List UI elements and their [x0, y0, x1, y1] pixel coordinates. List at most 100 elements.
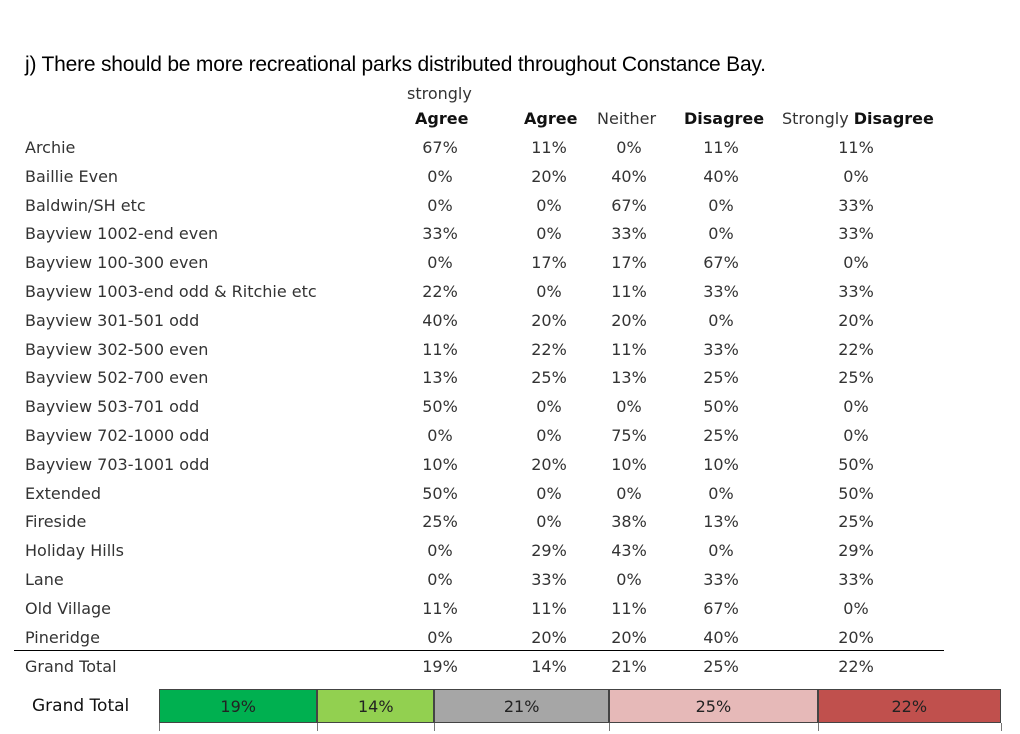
table-row-11-value-4: 25%: [703, 426, 739, 445]
table-row-1-label: Archie: [25, 138, 76, 157]
table-row-13-value-3: 0%: [616, 483, 642, 503]
table-row-7-label: Bayview 301-501 odd: [25, 310, 200, 330]
table-row-13-value-2: 0%: [536, 483, 562, 503]
table-row-18-label: Pineridge: [25, 627, 100, 647]
stacked-bar-tick-1: [159, 723, 160, 731]
table-row-12-label: Bayview 703-1001 odd: [25, 454, 210, 474]
table-row-11-value-5: 0%: [843, 426, 869, 445]
table-row-8-value-1: 11%: [422, 339, 458, 359]
table-row-2-value-2: 20%: [531, 166, 567, 186]
table-row-9-value-1: 13%: [422, 368, 458, 388]
table-row-4-value-3: 33%: [611, 224, 647, 244]
table-row-7-value-3: 20%: [611, 310, 647, 330]
table-row-10-value-4: 50%: [703, 397, 739, 417]
table-row-9-value-2: 25%: [531, 368, 567, 388]
table-row-8-value-2: 22%: [531, 339, 567, 359]
table-row-3-value-5: 33%: [838, 195, 874, 215]
header-strongly-agree-bold: Agree: [415, 109, 469, 128]
table-row-7-value-2: 20%: [531, 310, 567, 330]
table-row-12-value-1: 10%: [422, 454, 458, 474]
table-row-3-value-3: 67%: [611, 195, 647, 215]
table-row-18-value-5: 20%: [838, 627, 874, 647]
table-row-17-value-5: 0%: [843, 598, 869, 618]
table-row-4-value-1: 33%: [422, 224, 458, 244]
table-row-5-value-5: 0%: [843, 253, 869, 273]
table-row-18-value-3: 20%: [611, 627, 647, 647]
table-row-10-value-1: 50%: [422, 397, 458, 417]
table-row-4-value-4: 0%: [708, 224, 734, 244]
table-row-15-value-1: 0%: [427, 541, 453, 561]
table-row-9-value-4: 25%: [703, 368, 739, 388]
stacked-bar-segment-3: 21%: [434, 689, 610, 723]
table-row-4-value-5: 33%: [838, 224, 874, 244]
table-row-3-label: Baldwin/SH etc: [25, 195, 146, 215]
table-row-6-value-4: 33%: [703, 282, 739, 301]
table-row-6-value-5: 33%: [838, 282, 874, 301]
grand-total-label: Grand Total: [25, 657, 117, 676]
table-row-6-value-2: 0%: [536, 282, 562, 301]
stacked-bar-tick-4: [609, 723, 611, 731]
table-row-5-value-1: 0%: [427, 253, 453, 273]
table-row-8-label: Bayview 302-500 even: [25, 339, 209, 359]
header-strongly-disagree-prefix: Strongly: [782, 109, 849, 128]
table-row-2-label: Baillie Even: [25, 166, 119, 186]
table-row-6-value-1: 22%: [422, 282, 458, 301]
table-row-12-value-3: 10%: [611, 454, 647, 474]
stacked-bar-tick-3: [434, 723, 436, 731]
table-row-9-value-3: 13%: [611, 368, 647, 388]
table-row-13-value-4: 0%: [708, 483, 734, 503]
table-row-12-value-4: 10%: [703, 454, 739, 474]
table-row-15-value-2: 29%: [531, 541, 567, 561]
table-row-11-label: Bayview 702-1000 odd: [25, 426, 210, 445]
table-row-12-value-5: 50%: [838, 454, 874, 474]
table-row-12-value-2: 20%: [531, 454, 567, 474]
table-row-2-value-5: 0%: [843, 166, 869, 186]
table-row-13-value-5: 50%: [838, 483, 874, 503]
grand-total-value-1: 19%: [422, 657, 458, 676]
table-row-6-value-3: 11%: [611, 282, 647, 301]
stacked-bar-segment-5: 22%: [817, 689, 1001, 723]
table-row-5-value-2: 17%: [531, 253, 567, 273]
table-row-16-value-2: 33%: [531, 570, 567, 589]
table-row-18-value-4: 40%: [703, 627, 739, 647]
table-row-15-value-3: 43%: [611, 541, 647, 561]
table-row-14-label: Fireside: [25, 512, 87, 532]
table-row-8-value-5: 22%: [838, 339, 874, 359]
table-row-17-value-2: 11%: [531, 598, 567, 618]
table-row-16-value-1: 0%: [427, 570, 453, 589]
stacked-bar-label: Grand Total: [32, 696, 130, 716]
table-row-17-label: Old Village: [25, 598, 112, 618]
header-disagree: Disagree: [684, 109, 764, 128]
header-agree: Agree: [524, 109, 577, 128]
header-strongly-disagree: Strongly Disagree: [782, 109, 934, 128]
table-row-3-value-2: 0%: [536, 195, 562, 215]
chart-title: j) There should be more recreational par…: [25, 53, 766, 76]
table-row-7-value-5: 20%: [838, 310, 874, 330]
table-row-5-value-4: 67%: [703, 253, 739, 273]
header-strongly-agree-line2: Agree: [415, 109, 468, 128]
table-row-9-value-5: 25%: [838, 368, 874, 388]
table-row-14-value-3: 38%: [611, 512, 647, 532]
table-row-11-value-1: 0%: [427, 426, 453, 445]
grand-total-value-2: 14%: [531, 657, 567, 676]
table-row-17-value-4: 67%: [703, 598, 739, 618]
table-row-6-label: Bayview 1003-end odd & Ritchie etc: [25, 282, 317, 301]
table-row-2-value-1: 0%: [427, 166, 453, 186]
table-row-1-value-3: 0%: [616, 138, 642, 157]
table-row-10-value-5: 0%: [843, 397, 869, 417]
table-row-2-value-3: 40%: [611, 166, 647, 186]
header-disagree-bold: Disagree: [684, 109, 765, 128]
header-agree-bold: Agree: [524, 109, 578, 128]
total-divider: [14, 650, 944, 651]
table-row-7-value-1: 40%: [422, 310, 458, 330]
table-row-14-value-1: 25%: [422, 512, 458, 532]
table-row-14-value-2: 0%: [536, 512, 562, 532]
table-row-8-value-4: 33%: [703, 339, 739, 359]
stacked-bar-tick-6: [1001, 723, 1002, 731]
header-strongly-disagree-bold: Disagree: [853, 109, 934, 128]
header-strongly-agree-line1: strongly: [407, 84, 472, 103]
stacked-bar-segment-2: 14%: [317, 689, 435, 723]
table-row-11-value-3: 75%: [611, 426, 647, 445]
table-row-15-value-5: 29%: [838, 541, 874, 561]
table-row-13-label: Extended: [25, 483, 101, 503]
